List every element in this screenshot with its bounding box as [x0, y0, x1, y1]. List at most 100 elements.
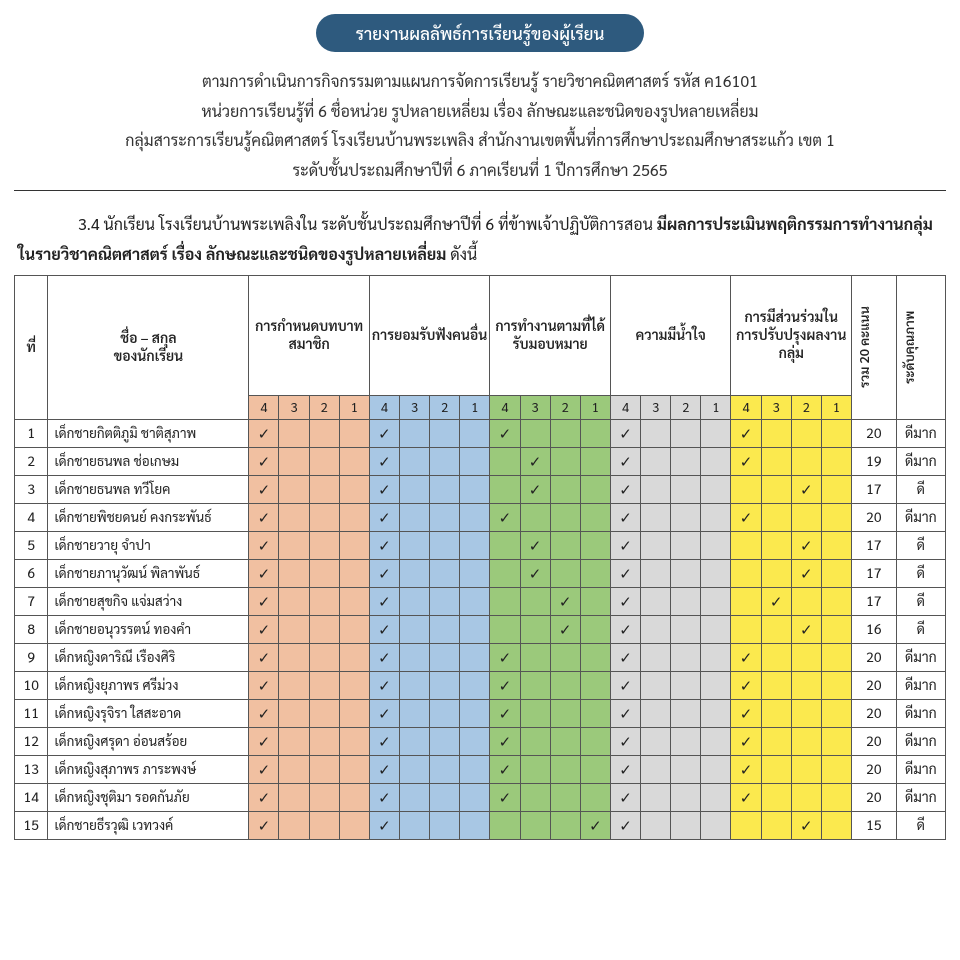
cell-score	[520, 503, 550, 531]
cell-score: ✓	[249, 671, 279, 699]
check-icon: ✓	[378, 816, 391, 835]
cell-index: 10	[15, 671, 48, 699]
table-row: 1เด็กชายกิตติภูมิ ชาติสุภาพ✓✓✓✓✓20ดีมาก	[15, 419, 946, 447]
cell-score	[821, 419, 851, 447]
check-icon: ✓	[740, 732, 753, 751]
cell-score: ✓	[610, 447, 640, 475]
col-subscore: 2	[791, 395, 821, 419]
cell-index: 9	[15, 643, 48, 671]
cell-score: ✓	[249, 615, 279, 643]
cell-level: ดีมาก	[896, 727, 945, 755]
cell-score	[399, 475, 429, 503]
cell-score: ✓	[610, 531, 640, 559]
cell-score: ✓	[369, 587, 399, 615]
cell-name: เด็กหญิงสุภาพร ภาระพงษ์	[48, 755, 249, 783]
cell-score: ✓	[369, 447, 399, 475]
check-icon: ✓	[258, 592, 271, 611]
col-subscore: 3	[279, 395, 309, 419]
check-icon: ✓	[378, 424, 391, 443]
col-group: การกำหนดบทบาทสมาชิก	[249, 275, 370, 395]
cell-score	[339, 587, 369, 615]
check-icon: ✓	[258, 816, 271, 835]
cell-score	[791, 587, 821, 615]
check-icon: ✓	[740, 788, 753, 807]
check-icon: ✓	[559, 620, 572, 639]
cell-score	[731, 475, 761, 503]
cell-score	[821, 587, 851, 615]
cell-index: 6	[15, 559, 48, 587]
cell-score	[821, 447, 851, 475]
cell-score: ✓	[249, 783, 279, 811]
cell-name: เด็กชายวายุ จำปา	[48, 531, 249, 559]
cell-level: ดีมาก	[896, 783, 945, 811]
cell-score	[309, 783, 339, 811]
cell-score	[399, 559, 429, 587]
check-icon: ✓	[258, 424, 271, 443]
cell-index: 11	[15, 699, 48, 727]
cell-score	[671, 783, 701, 811]
col-group: การยอมรับฟังคนอื่น	[369, 275, 490, 395]
cell-score	[641, 447, 671, 475]
cell-name: เด็กชายภานุวัฒน์ พิลาพันธ์	[48, 559, 249, 587]
cell-score: ✓	[369, 531, 399, 559]
check-icon: ✓	[378, 452, 391, 471]
cell-score	[520, 727, 550, 755]
cell-score: ✓	[490, 671, 520, 699]
cell-score: ✓	[249, 699, 279, 727]
cell-score	[791, 671, 821, 699]
cell-score	[731, 811, 761, 839]
cell-score: ✓	[731, 699, 761, 727]
cell-score	[580, 419, 610, 447]
cell-score	[550, 671, 580, 699]
cell-score: ✓	[369, 783, 399, 811]
check-icon: ✓	[800, 536, 813, 555]
cell-name: เด็กหญิงรุจิรา ใสสะอาด	[48, 699, 249, 727]
header-line: ตามการดำเนินการกิจกรรมตามแผนการจัดการเรี…	[14, 66, 946, 96]
cell-score	[731, 587, 761, 615]
check-icon: ✓	[258, 788, 271, 807]
table-row: 3เด็กชายธนพล ทวีโยค✓✓✓✓✓17ดี	[15, 475, 946, 503]
cell-score: ✓	[520, 531, 550, 559]
cell-score	[791, 643, 821, 671]
cell-name: เด็กชายธีรวุฒิ เวทวงค์	[48, 811, 249, 839]
cell-score	[520, 755, 550, 783]
cell-total: 20	[852, 755, 897, 783]
cell-score: ✓	[610, 587, 640, 615]
cell-score: ✓	[610, 419, 640, 447]
cell-total: 20	[852, 643, 897, 671]
cell-score	[520, 419, 550, 447]
cell-level: ดีมาก	[896, 419, 945, 447]
col-subscore: 4	[731, 395, 761, 419]
cell-score	[580, 531, 610, 559]
cell-index: 1	[15, 419, 48, 447]
cell-score	[821, 783, 851, 811]
cell-score	[309, 671, 339, 699]
cell-score	[490, 811, 520, 839]
col-subscore: 4	[610, 395, 640, 419]
cell-score	[460, 783, 490, 811]
cell-score	[641, 671, 671, 699]
cell-level: ดี	[896, 475, 945, 503]
col-subscore: 4	[249, 395, 279, 419]
cell-score	[821, 671, 851, 699]
cell-score	[761, 419, 791, 447]
check-icon: ✓	[740, 508, 753, 527]
cell-name: เด็กชายธนพล ทวีโยค	[48, 475, 249, 503]
cell-level: ดี	[896, 559, 945, 587]
cell-score	[309, 727, 339, 755]
cell-score	[279, 419, 309, 447]
cell-score	[399, 783, 429, 811]
cell-total: 20	[852, 671, 897, 699]
header-block: ตามการดำเนินการกิจกรรมตามแผนการจัดการเรี…	[14, 66, 946, 184]
cell-score: ✓	[249, 587, 279, 615]
header-line: หน่วยการเรียนรู้ที่ 6 ชื่อหน่วย รูปหลายเ…	[14, 96, 946, 126]
cell-score	[821, 503, 851, 531]
cell-score	[460, 643, 490, 671]
table-row: 9เด็กหญิงดาริณี เรืองศิริ✓✓✓✓✓20ดีมาก	[15, 643, 946, 671]
cell-score	[580, 727, 610, 755]
check-icon: ✓	[740, 424, 753, 443]
cell-score	[399, 587, 429, 615]
cell-score	[430, 783, 460, 811]
cell-score	[641, 643, 671, 671]
col-group: ความมีน้ำใจ	[610, 275, 731, 395]
